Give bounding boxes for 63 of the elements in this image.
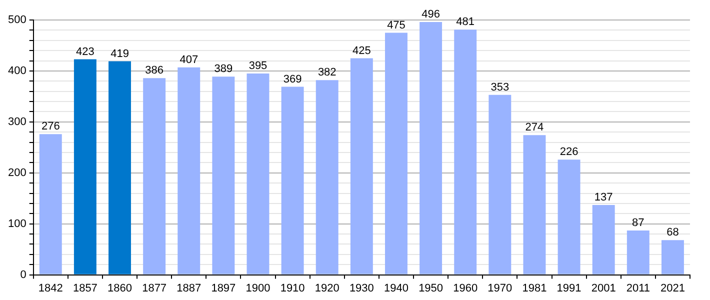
bar bbox=[143, 78, 166, 274]
x-tick-label: 1930 bbox=[349, 282, 374, 294]
data-label: 496 bbox=[422, 8, 440, 21]
bar bbox=[108, 61, 131, 274]
y-tick-label: 100 bbox=[8, 218, 26, 230]
x-tick-label: 2021 bbox=[660, 282, 685, 294]
x-tick-label: 1920 bbox=[314, 282, 340, 294]
data-label: 137 bbox=[594, 192, 613, 204]
bar bbox=[39, 134, 62, 274]
y-tick-label: 300 bbox=[8, 116, 26, 128]
bar bbox=[454, 30, 477, 274]
data-label: 274 bbox=[525, 122, 544, 134]
bar bbox=[592, 204, 615, 274]
data-label: 481 bbox=[456, 16, 475, 28]
x-tick-label: 1991 bbox=[556, 282, 582, 294]
x-tick-label: 1887 bbox=[176, 282, 202, 294]
data-label: 68 bbox=[666, 226, 679, 239]
x-tick-label: 1900 bbox=[246, 282, 270, 294]
y-tick-label: 0 bbox=[20, 268, 26, 281]
bar bbox=[488, 94, 512, 274]
data-label: 369 bbox=[283, 73, 302, 86]
data-label: 475 bbox=[387, 19, 406, 32]
x-tick-label: 1897 bbox=[211, 282, 236, 294]
bar bbox=[350, 58, 373, 274]
x-tick-label: 1970 bbox=[488, 282, 512, 294]
bar bbox=[212, 76, 235, 274]
x-tick-label: 2001 bbox=[591, 282, 616, 294]
data-label: 226 bbox=[560, 146, 578, 158]
x-tick-label: 1877 bbox=[142, 282, 167, 294]
bar bbox=[626, 230, 650, 274]
data-label: 395 bbox=[248, 60, 268, 72]
data-label: 87 bbox=[632, 216, 644, 229]
bar bbox=[558, 160, 580, 274]
x-tick-label: 1960 bbox=[453, 282, 478, 294]
x-tick-label: 1981 bbox=[522, 282, 547, 294]
data-label: 353 bbox=[490, 81, 510, 94]
x-tick-label: 1842 bbox=[38, 282, 63, 294]
y-tick-label: 400 bbox=[8, 64, 26, 77]
x-tick-label: 1857 bbox=[72, 282, 98, 294]
bar bbox=[661, 240, 684, 274]
bar bbox=[281, 86, 304, 274]
bar bbox=[420, 22, 442, 274]
data-label: 425 bbox=[352, 44, 371, 57]
bar bbox=[74, 59, 96, 274]
x-tick-label: 1910 bbox=[280, 282, 305, 294]
x-tick-label: 1950 bbox=[418, 282, 444, 294]
y-tick-label: 500 bbox=[8, 14, 26, 26]
data-label: 386 bbox=[145, 64, 164, 77]
bar bbox=[246, 74, 270, 274]
data-label: 407 bbox=[180, 54, 198, 66]
bar bbox=[316, 80, 338, 274]
data-label: 382 bbox=[318, 66, 336, 79]
data-label: 419 bbox=[110, 48, 129, 60]
x-tick-label: 2011 bbox=[626, 282, 650, 294]
data-label: 389 bbox=[214, 63, 233, 76]
x-tick-label: 1940 bbox=[384, 282, 408, 294]
bar bbox=[178, 67, 200, 274]
data-label: 276 bbox=[41, 120, 60, 133]
x-tick-label: 1860 bbox=[108, 282, 132, 294]
bar bbox=[385, 32, 408, 274]
data-label: 423 bbox=[76, 46, 94, 58]
y-tick-label: 200 bbox=[8, 166, 26, 179]
bar bbox=[523, 135, 546, 274]
